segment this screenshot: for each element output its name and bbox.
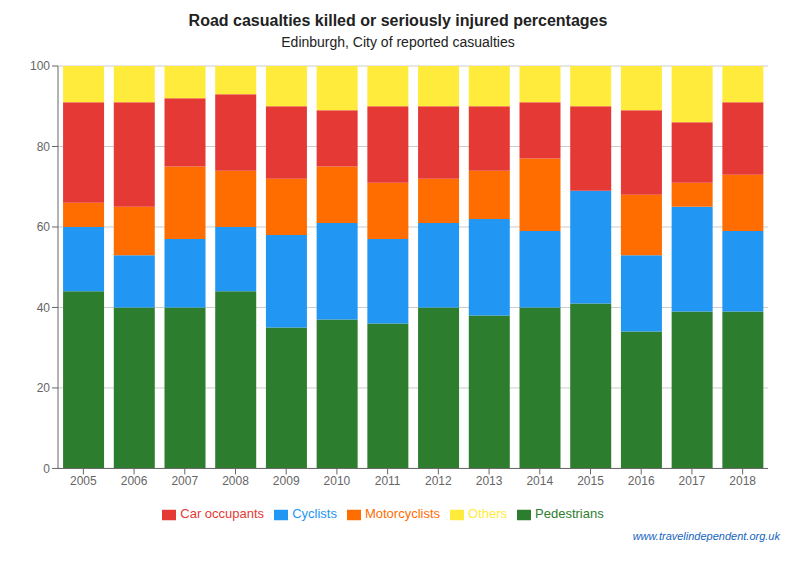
html-text:Car occupants: Car occupants — [180, 506, 265, 522]
svg-text:2016: 2016 — [628, 474, 655, 488]
svg-text:100: 100 — [30, 59, 50, 73]
svg-text:2013: 2013 — [476, 474, 503, 488]
html-text:Cyclists: Cyclists — [292, 506, 337, 522]
html-text:Pedestrians: Pedestrians — [535, 506, 604, 522]
html-text:Road casualties killed or seri: Road casualties killed or seriously inju… — [188, 12, 608, 29]
svg-text:2010: 2010 — [324, 474, 351, 488]
svg-text:80: 80 — [37, 140, 51, 154]
svg-text:2005: 2005 — [70, 474, 97, 488]
html-text:Edinburgh, City of reported ca: Edinburgh, City of reported casualties — [281, 34, 515, 50]
svg-text:0: 0 — [43, 462, 50, 476]
svg-text:2007: 2007 — [171, 474, 198, 488]
html-text:www.travelindependent.org.uk: www.travelindependent.org.uk — [632, 530, 780, 542]
svg-text:2011: 2011 — [375, 474, 401, 488]
svg-text:20: 20 — [37, 381, 51, 395]
html-text:Others: Others — [468, 506, 507, 522]
svg-text:2014: 2014 — [526, 474, 553, 488]
svg-text:40: 40 — [37, 301, 51, 315]
svg-text:2017: 2017 — [679, 474, 706, 488]
html-text:Motorcyclists: Motorcyclists — [364, 506, 440, 522]
svg-text:2008: 2008 — [222, 474, 249, 488]
svg-text:2015: 2015 — [577, 474, 604, 488]
svg-text:2018: 2018 — [729, 474, 756, 488]
svg-text:2009: 2009 — [273, 474, 300, 488]
svg-text:2012: 2012 — [425, 474, 452, 488]
svg-text:60: 60 — [37, 220, 51, 234]
svg-text:2006: 2006 — [121, 474, 148, 488]
